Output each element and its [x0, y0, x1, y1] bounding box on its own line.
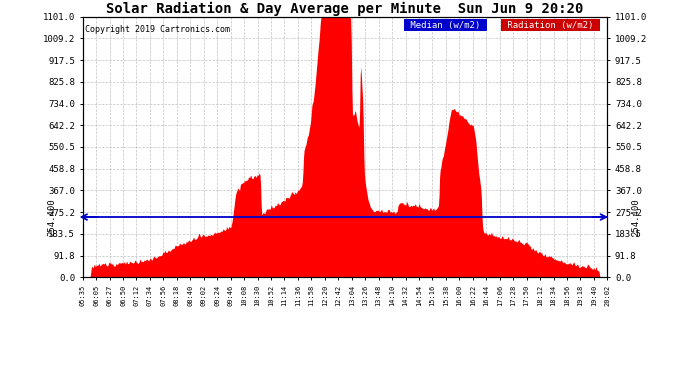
Text: 254.400: 254.400: [631, 198, 641, 236]
Text: Copyright 2019 Cartronics.com: Copyright 2019 Cartronics.com: [86, 24, 230, 33]
Text: 254.400: 254.400: [48, 198, 57, 236]
Title: Solar Radiation & Day Average per Minute  Sun Jun 9 20:20: Solar Radiation & Day Average per Minute…: [106, 2, 584, 15]
Text: Radiation (w/m2): Radiation (w/m2): [502, 21, 599, 30]
Text: Median (w/m2): Median (w/m2): [405, 21, 486, 30]
